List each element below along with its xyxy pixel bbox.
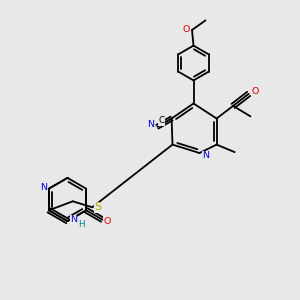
Text: N: N <box>70 215 77 224</box>
Text: C: C <box>158 116 165 125</box>
Text: H: H <box>79 220 85 229</box>
Text: N: N <box>147 120 154 129</box>
Text: O: O <box>251 87 258 96</box>
Text: N: N <box>202 152 210 160</box>
Text: N: N <box>40 183 47 192</box>
Text: O: O <box>103 217 111 226</box>
Text: O: O <box>183 25 190 34</box>
Text: S: S <box>94 202 101 212</box>
